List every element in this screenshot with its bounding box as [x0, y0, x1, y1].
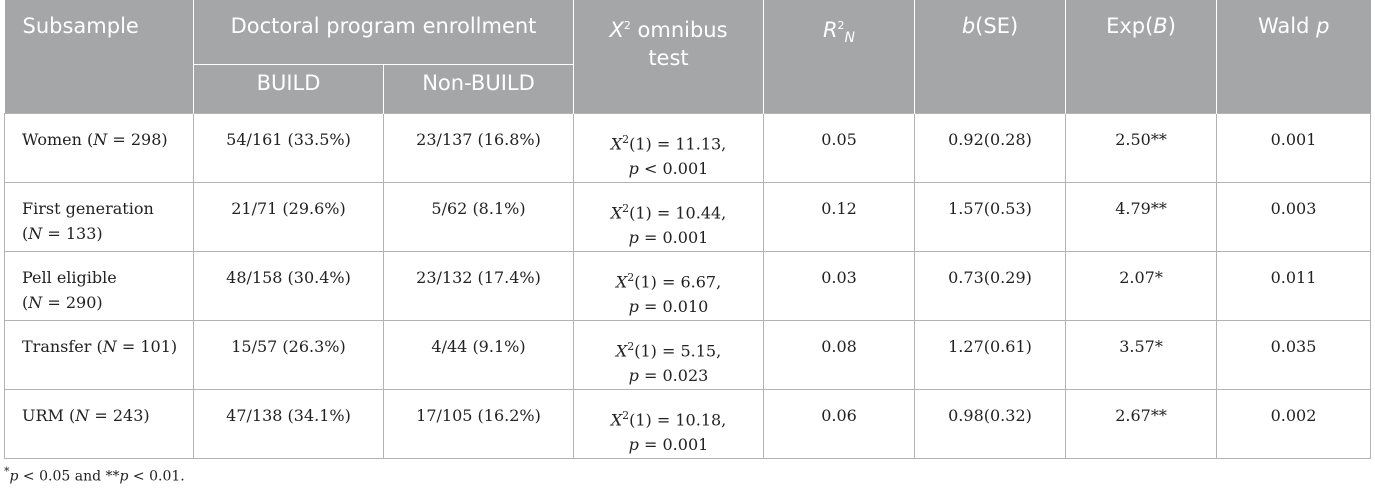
nonbuild-cell: 23/132 (17.4%) [383, 251, 574, 321]
r2-cell: 0.06 [763, 389, 915, 459]
table-row: Women (N = 298) 54/161 (33.5%) 23/137 (1… [4, 113, 1371, 183]
r2-cell: 0.12 [763, 182, 915, 252]
wald-cell: 0.002 [1216, 389, 1371, 459]
table-footnote: *p < 0.05 and **p < 0.01. [4, 465, 185, 485]
row-label: First generation (N = 133) [4, 182, 194, 252]
r2-cell: 0.05 [763, 113, 915, 183]
header-build: BUILD [193, 64, 384, 114]
chi-cell: X2(1) = 6.67, p = 0.010 [573, 251, 764, 321]
table-row: Pell eligible (N = 290) 48/158 (30.4%) 23… [4, 251, 1371, 321]
row-label: URM (N = 243) [4, 389, 194, 459]
wald-cell: 0.001 [1216, 113, 1371, 183]
build-cell: 15/57 (26.3%) [193, 320, 384, 390]
chi-cell: X2(1) = 11.13, p < 0.001 [573, 113, 764, 183]
chi-cell: X2(1) = 10.18, p = 0.001 [573, 389, 764, 459]
wald-cell: 0.011 [1216, 251, 1371, 321]
header-wald-p: Wald p [1216, 0, 1371, 114]
header-chi-test: X2 omnibus test [573, 0, 764, 114]
bse-cell: 1.27(0.61) [914, 320, 1066, 390]
bse-cell: 0.73(0.29) [914, 251, 1066, 321]
expb-cell: 4.79** [1065, 182, 1217, 252]
wald-cell: 0.035 [1216, 320, 1371, 390]
bse-cell: 0.98(0.32) [914, 389, 1066, 459]
chi-cell: X2(1) = 5.15, p = 0.023 [573, 320, 764, 390]
nonbuild-cell: 4/44 (9.1%) [383, 320, 574, 390]
build-cell: 47/138 (34.1%) [193, 389, 384, 459]
table-row: URM (N = 243) 47/138 (34.1%) 17/105 (16.… [4, 389, 1371, 459]
build-cell: 48/158 (30.4%) [193, 251, 384, 321]
header-expb: Exp(B) [1065, 0, 1217, 114]
nonbuild-cell: 5/62 (8.1%) [383, 182, 574, 252]
bse-cell: 1.57(0.53) [914, 182, 1066, 252]
r2-cell: 0.03 [763, 251, 915, 321]
header-nonbuild: Non-BUILD [383, 64, 574, 114]
bse-cell: 0.92(0.28) [914, 113, 1066, 183]
expb-cell: 2.50** [1065, 113, 1217, 183]
wald-cell: 0.003 [1216, 182, 1371, 252]
results-table: Subsample Doctoral program enrollment X2… [4, 0, 1371, 459]
header-subsample: Subsample [4, 0, 194, 114]
expb-cell: 2.67** [1065, 389, 1217, 459]
nonbuild-cell: 17/105 (16.2%) [383, 389, 574, 459]
table-row: First generation (N = 133) 21/71 (29.6%) … [4, 182, 1371, 252]
expb-cell: 3.57* [1065, 320, 1217, 390]
header-b-se: b(SE) [914, 0, 1066, 114]
chi-cell: X2(1) = 10.44, p = 0.001 [573, 182, 764, 252]
header-r-squared: R2N [763, 0, 915, 114]
expb-cell: 2.07* [1065, 251, 1217, 321]
nonbuild-cell: 23/137 (16.8%) [383, 113, 574, 183]
header-enrollment: Doctoral program enrollment [193, 0, 574, 65]
row-label: Transfer (N = 101) [4, 320, 194, 390]
table-row: Transfer (N = 101) 15/57 (26.3%) 4/44 (9… [4, 320, 1371, 390]
build-cell: 21/71 (29.6%) [193, 182, 384, 252]
results-table-container: Subsample Doctoral program enrollment X2… [4, 0, 1371, 459]
row-label: Women (N = 298) [4, 113, 194, 183]
r2-cell: 0.08 [763, 320, 915, 390]
row-label: Pell eligible (N = 290) [4, 251, 194, 321]
build-cell: 54/161 (33.5%) [193, 113, 384, 183]
